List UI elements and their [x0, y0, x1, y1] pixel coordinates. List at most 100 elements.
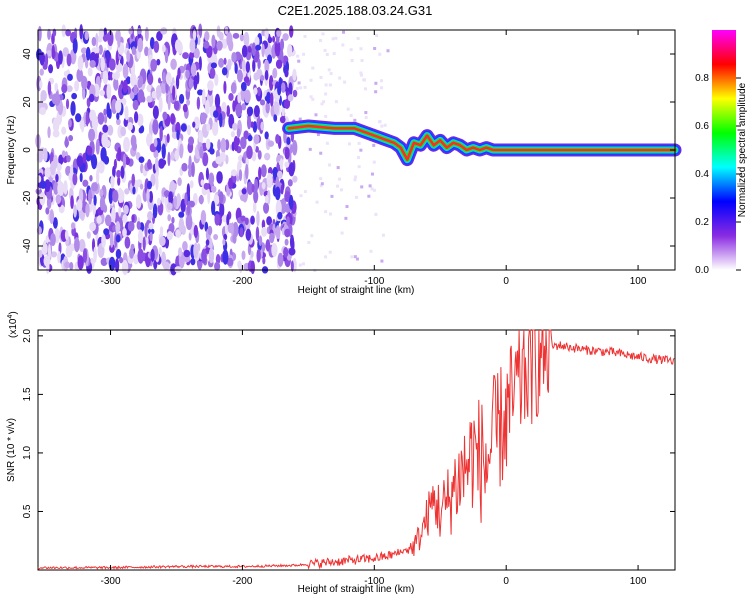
spectrogram-noise-cell	[216, 40, 223, 51]
spectrogram-noise-cell	[85, 46, 91, 61]
spectrogram-noise-cell	[198, 56, 202, 71]
spectrogram-noise-cell	[230, 130, 235, 138]
spectrogram-noise-cell	[319, 177, 323, 181]
spectrogram-noise-cell	[383, 123, 387, 127]
snr-multiplier-label: (x10	[8, 318, 19, 338]
spectrogram-x-label: Height of straight line (km)	[298, 285, 415, 296]
spectrogram-noise-cell	[328, 250, 332, 254]
spectrogram-noise-cell	[167, 94, 171, 111]
spectrogram-noise-cell	[52, 28, 57, 37]
spectrogram-noise-cell	[228, 177, 233, 190]
colorbar-tick-label: 0.8	[695, 73, 709, 84]
spectrogram-noise-cell	[264, 27, 269, 40]
spectrogram-noise-cell	[158, 77, 162, 84]
spectrogram-noise-cell	[207, 225, 213, 236]
spectrogram-noise-cell	[47, 81, 52, 96]
spectrogram-noise-cell	[275, 59, 283, 69]
spectrogram-noise-cell	[167, 151, 171, 167]
spectrogram-noise-cell	[117, 33, 121, 48]
spectrogram-noise-cell	[311, 66, 315, 70]
spectrogram-noise-cell	[247, 46, 252, 53]
spectrogram-noise-cell	[217, 139, 221, 151]
spectrogram-noise-cell	[69, 262, 74, 271]
spectrogram-noise-cell	[273, 114, 278, 122]
spectrogram-noise-cell	[192, 121, 196, 128]
spectrogram-noise-cell	[91, 182, 99, 192]
snr-y-tick-label: 2.0	[22, 328, 33, 342]
spectrogram-noise-cell	[222, 249, 229, 265]
svg-text:(x104): (x104)	[7, 311, 19, 338]
spectrogram-noise-cell	[289, 234, 295, 249]
spectrogram-noise-cell	[103, 27, 107, 36]
spectrogram-noise-cell	[187, 168, 193, 178]
spectrogram-noise-cell	[110, 175, 115, 188]
spectrogram-noise-cell	[247, 134, 253, 142]
spectrogram-noise-cell	[251, 151, 257, 162]
spectrogram-noise-cell	[160, 27, 168, 35]
spectrogram-noise-cell	[303, 190, 307, 194]
spectrogram-noise-cell	[93, 246, 97, 263]
spectrogram-noise-cell	[328, 163, 332, 167]
spectrogram-noise-cell	[374, 81, 378, 85]
spectrogram-noise-cell	[372, 143, 376, 147]
spectrogram-noise-cell	[227, 58, 232, 71]
spectrogram-noise-cell	[359, 47, 363, 51]
spectrogram-noise-cell	[55, 194, 62, 204]
spectrogram-noise-cell	[161, 143, 166, 159]
spectrogram-noise-cell	[200, 210, 207, 225]
spectrogram-noise-cell	[199, 146, 204, 159]
spectrogram-noise-cell	[373, 46, 377, 50]
spectrogram-noise-cell	[196, 71, 200, 85]
snr-x-tick-label: -300	[101, 576, 121, 587]
spectrogram-noise-cell	[360, 58, 364, 62]
spectrogram-noise-cell	[253, 134, 260, 145]
spectrogram-noise-cell	[162, 71, 166, 84]
spectrogram-noise-cell	[65, 98, 70, 110]
spectrogram-noise-cell	[58, 154, 64, 165]
spectrogram-noise-cell	[87, 189, 92, 205]
spectrogram-noise-cell	[298, 117, 302, 121]
spectrogram-noise-cell	[349, 113, 353, 117]
spectrogram-noise-cell	[115, 234, 121, 243]
spectrogram-noise-cell	[273, 100, 280, 115]
spectrogram-noise-cell	[198, 195, 204, 204]
spectrogram-noise-cell	[373, 188, 377, 192]
spectrogram-noise-cell	[214, 213, 220, 226]
spectrogram-noise-cell	[360, 185, 364, 189]
spectrogram-noise-cell	[219, 151, 227, 163]
spectrogram-noise-cell	[221, 38, 228, 49]
spectrogram-noise-cell	[213, 194, 220, 206]
spectrogram-noise-cell	[254, 178, 259, 193]
spectrogram-noise-cell	[113, 77, 119, 91]
spectrogram-noise-cell	[262, 257, 266, 265]
spectrogram-noise-cell	[205, 138, 211, 150]
spectrogram-noise-cell	[193, 48, 200, 59]
spectrogram-noise-cell	[218, 58, 225, 68]
spectrogram-noise-cell	[232, 221, 239, 238]
spectrogram-noise-cell	[186, 183, 191, 198]
spectrogram-noise-cell	[136, 27, 142, 35]
spectrogram-noise-cell	[119, 189, 125, 203]
spectrogram-noise-cell	[357, 141, 361, 145]
spectrogram-noise-cell	[71, 92, 78, 100]
spectrogram-noise-cell	[316, 133, 320, 137]
spectrogram-noise-cell	[151, 90, 157, 99]
spectrogram-noise-cell	[76, 155, 84, 168]
spectrogram-noise-cell	[170, 58, 177, 70]
spectrogram-noise-cell	[78, 238, 86, 253]
spectrogram-noise-cell	[61, 126, 67, 135]
spectrogram-noise-cell	[354, 195, 358, 199]
spectrogram-noise-cell	[137, 78, 142, 89]
spectrogram-noise-cell	[174, 149, 180, 161]
spectrogram-noise-cell	[269, 232, 275, 244]
spectrogram-noise-cell	[166, 133, 170, 143]
spectrogram-noise-cell	[283, 246, 289, 258]
spectrogram-noise-cell	[148, 222, 154, 230]
spectrogram-noise-cell	[254, 36, 260, 47]
spectrogram-noise-cell	[237, 92, 242, 104]
spectrogram-noise-cell	[127, 220, 135, 232]
spectrogram-noise-cell	[274, 186, 281, 201]
spectrogram-noise-cell	[324, 92, 328, 96]
spectrogram-noise-cell	[126, 50, 131, 63]
spectrogram-noise-cell	[266, 91, 271, 104]
